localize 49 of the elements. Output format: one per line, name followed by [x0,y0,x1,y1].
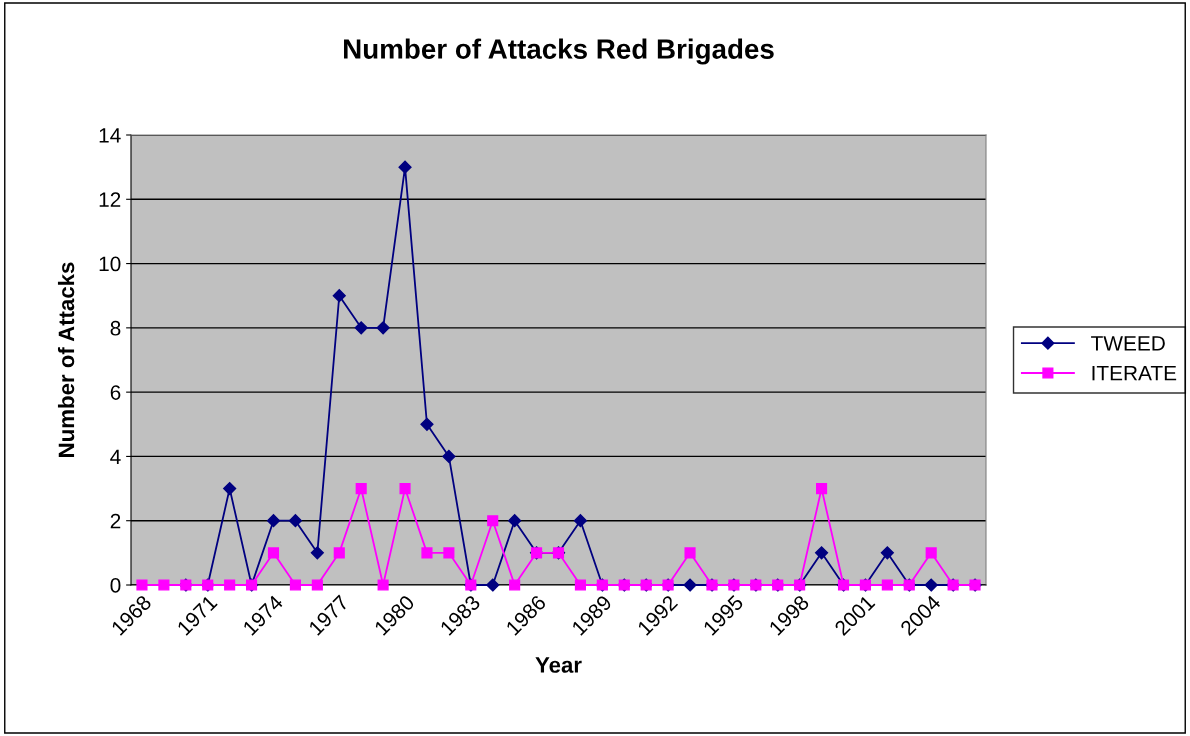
y-tick-label: 14 [99,128,121,143]
point [224,579,236,591]
point [925,547,937,559]
y-tick-label: 6 [110,385,121,400]
point [420,417,434,431]
point [310,546,324,560]
point [814,546,829,560]
y-tick-label: 8 [110,320,121,336]
point [288,514,303,528]
point [684,547,696,559]
point [574,579,586,591]
point [333,547,345,559]
point [924,578,938,592]
point [487,515,499,527]
legend-label: ITERATE [1092,365,1177,381]
point [683,578,697,592]
point [443,547,455,559]
point [421,547,433,559]
point [816,483,828,495]
point [267,547,280,559]
point [376,321,390,335]
point [311,579,323,591]
y-tick-label: 10 [99,256,121,272]
point [880,546,894,560]
y-axis-title: Number of Attacks [57,262,75,457]
point [398,160,412,174]
point [881,579,893,591]
point [573,514,588,528]
point [442,449,456,464]
point [136,579,148,591]
x-axis-title: Year [535,657,582,673]
point [289,579,301,591]
point [377,579,389,591]
y-tick-label: 4 [110,449,121,464]
point [508,514,522,528]
point [158,579,170,591]
point [509,579,521,591]
point [354,321,368,335]
point [486,578,500,592]
point [399,483,411,495]
y-tick-label: 2 [110,513,121,529]
legend-label: TWEED [1091,336,1165,351]
chart-title: Number of Attacks Red Brigades [344,38,774,65]
y-tick-label: 0 [110,578,121,593]
point [223,481,237,496]
point [355,483,367,495]
point [332,289,346,303]
y-tick-label: 12 [99,192,121,207]
point [266,514,281,528]
